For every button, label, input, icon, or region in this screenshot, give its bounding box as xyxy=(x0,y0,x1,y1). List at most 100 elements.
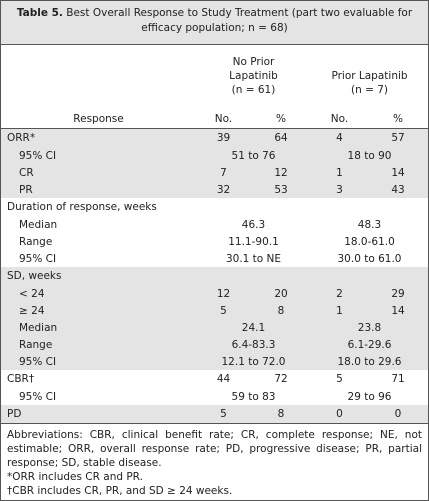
cell-value: 8 xyxy=(251,302,311,319)
cell-span: 24.1 xyxy=(196,319,311,336)
row-label: < 24 xyxy=(1,285,196,302)
row-label: PR xyxy=(1,181,196,198)
empty-cell xyxy=(196,198,428,216)
row-label: Median xyxy=(1,319,196,336)
group-n: (n = 61) xyxy=(231,84,276,96)
group-header: Prior Lapatinib (n = 7) xyxy=(311,55,428,97)
cell-span: 6.4-83.3 xyxy=(196,336,311,353)
response-header: Response xyxy=(73,113,124,125)
footnote: *ORR includes CR and PR. xyxy=(7,471,143,483)
table-row: 95% CI 59 to 83 29 to 96 xyxy=(1,388,428,405)
cell-span: 30.0 to 61.0 xyxy=(337,252,402,265)
empty-cell xyxy=(196,267,428,285)
cell-value: 29 xyxy=(368,285,428,302)
cell-value: 12 xyxy=(196,285,251,302)
cell-value: 0 xyxy=(368,405,428,423)
cell-value: 32 xyxy=(196,181,251,198)
table-body: ORR* 39 64 4 57 95% CI 51 to 76 18 to 90 CR 7 12 1 1… xyxy=(1,128,428,423)
cell-span: 23.8 xyxy=(311,319,428,336)
table-row: Median 24.1 23.8 xyxy=(1,319,428,336)
cell-span: 6.1-29.6 xyxy=(311,336,428,353)
cell-value: 5 xyxy=(196,405,251,423)
group-n: (n = 7) xyxy=(350,84,388,96)
row-label: ≥ 24 xyxy=(1,302,196,319)
footnote: †CBR includes CR, PR, and SD ≥ 24 weeks. xyxy=(7,485,233,497)
response-table: No Prior Lapatinib (n = 61) Prior Lapatin… xyxy=(1,45,428,423)
cell-value: 44 xyxy=(216,373,231,385)
cell-value: 5 xyxy=(336,373,343,385)
cell-value: 53 xyxy=(251,181,311,198)
row-label: ORR* xyxy=(1,128,196,147)
table-row: Duration of response, weeks xyxy=(1,198,428,216)
table-row: SD, weeks xyxy=(1,267,428,285)
cell-value: 72 xyxy=(274,373,288,385)
table-row: Median 46.3 48.3 xyxy=(1,216,428,233)
cell-value: 1 xyxy=(311,302,368,319)
row-label: 95% CI xyxy=(19,252,57,265)
table-header: No Prior Lapatinib (n = 61) Prior Lapatin… xyxy=(1,45,428,129)
row-label: Range xyxy=(19,235,53,248)
cell-value: 5 xyxy=(196,302,251,319)
cell-value: 2 xyxy=(311,285,368,302)
table-row: CR 7 12 1 14 xyxy=(1,164,428,181)
column-header: No. xyxy=(214,113,233,125)
cell-span: 51 to 76 xyxy=(196,147,311,164)
group-name: No Prior Lapatinib xyxy=(229,56,278,82)
table-title: Table 5. Best Overall Response to Study … xyxy=(1,1,428,45)
footnote: Abbreviations: CBR, clinical benefit rat… xyxy=(7,429,422,469)
cell-value: 71 xyxy=(391,373,405,385)
table-row: PR 32 53 3 43 xyxy=(1,181,428,198)
header-row xyxy=(1,45,428,55)
group-row: No Prior Lapatinib (n = 61) Prior Lapatin… xyxy=(1,55,428,97)
group-header: No Prior Lapatinib (n = 61) xyxy=(196,55,311,97)
cell-span: 18.0 to 29.6 xyxy=(311,353,428,370)
cell-value: 3 xyxy=(311,181,368,198)
row-label: 95% CI xyxy=(1,353,196,370)
cell-value: 8 xyxy=(251,405,311,423)
table-row: ORR* 39 64 4 57 xyxy=(1,128,428,147)
table-row: CBR† 44 72 5 71 xyxy=(1,370,428,388)
column-header: % xyxy=(276,113,286,125)
row-label: Range xyxy=(1,336,196,353)
cell-value: 14 xyxy=(368,164,428,181)
row-label: 95% CI xyxy=(1,147,196,164)
cell-span: 48.3 xyxy=(357,218,382,231)
row-label: SD, weeks xyxy=(1,267,196,285)
table-row: PD 5 8 0 0 xyxy=(1,405,428,423)
cell-value: 57 xyxy=(368,128,428,147)
row-label: Duration of response, weeks xyxy=(7,201,157,213)
table-number: Table 5. xyxy=(16,7,63,19)
cell-value: 4 xyxy=(311,128,368,147)
row-label: 95% CI xyxy=(19,390,57,403)
cell-span: 30.1 to NE xyxy=(225,252,282,265)
cell-value: 64 xyxy=(251,128,311,147)
column-row: Response No. % No. % xyxy=(1,97,428,129)
column-header: % xyxy=(393,113,403,125)
group-name: Prior Lapatinib xyxy=(331,70,408,82)
cell-value: 43 xyxy=(368,181,428,198)
cell-span: 18.0-61.0 xyxy=(344,235,395,248)
table-row: ≥ 24 5 8 1 14 xyxy=(1,302,428,319)
column-header: No. xyxy=(330,113,349,125)
cell-value: 12 xyxy=(251,164,311,181)
cell-span: 18 to 90 xyxy=(311,147,428,164)
cell-value: 20 xyxy=(251,285,311,302)
cell-span: 11.1-90.1 xyxy=(228,235,279,248)
cell-span: 46.3 xyxy=(241,218,266,231)
title-text: Best Overall Response to Study Treatment… xyxy=(66,7,413,34)
row-label: CBR† xyxy=(7,373,35,385)
table-row: 95% CI 30.1 to NE 30.0 to 61.0 xyxy=(1,250,428,267)
cell-value: 39 xyxy=(196,128,251,147)
table-row: < 24 12 20 2 29 xyxy=(1,285,428,302)
table-row: 95% CI 12.1 to 72.0 18.0 to 29.6 xyxy=(1,353,428,370)
cell-span: 29 to 96 xyxy=(347,390,392,403)
cell-value: 0 xyxy=(311,405,368,423)
cell-value: 14 xyxy=(368,302,428,319)
cell-span: 59 to 83 xyxy=(231,390,276,403)
row-label: PD xyxy=(1,405,196,423)
row-label: Median xyxy=(19,218,58,231)
table-row: Range 11.1-90.1 18.0-61.0 xyxy=(1,233,428,250)
cell-value: 1 xyxy=(311,164,368,181)
